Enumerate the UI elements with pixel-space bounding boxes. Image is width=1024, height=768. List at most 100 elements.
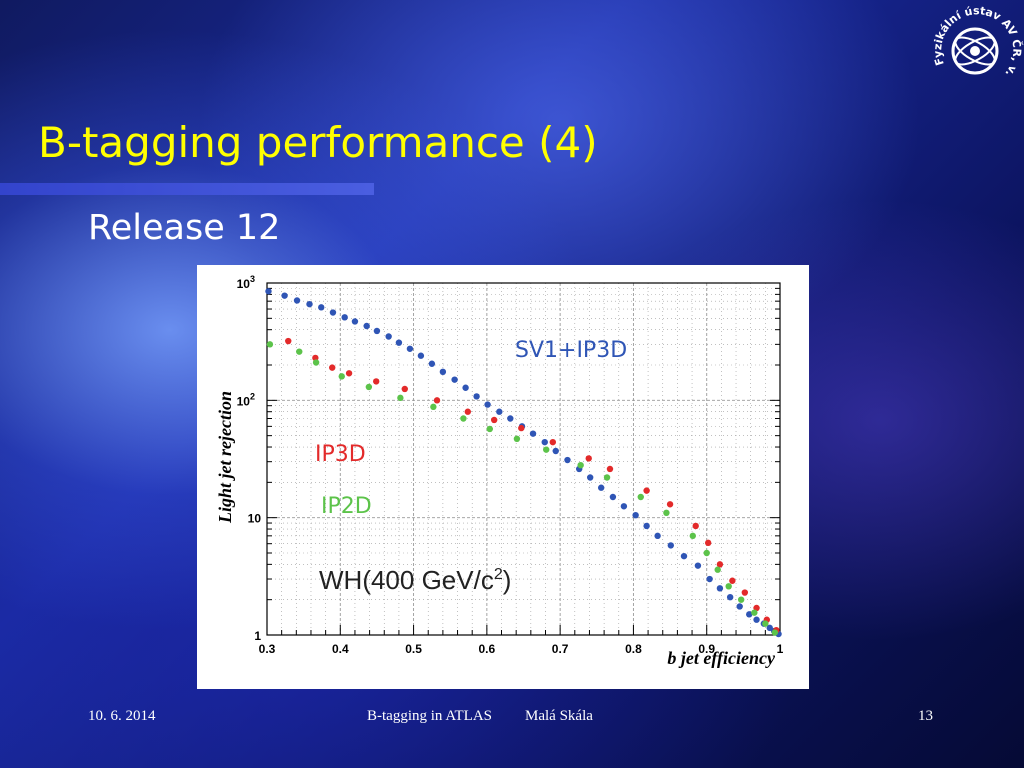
y-tick-label: 102 <box>237 391 255 408</box>
point-sv1-ip3d <box>451 376 458 383</box>
point-ip3d <box>372 378 380 385</box>
point-ip2d <box>751 609 758 616</box>
y-tick-label: 10 <box>248 512 262 526</box>
slide-subtitle: Release 12 <box>88 208 281 248</box>
point-sv1-ip3d <box>406 345 414 352</box>
point-ip2d <box>637 493 644 501</box>
point-sv1-ip3d <box>736 603 743 610</box>
point-ip2d <box>762 620 769 627</box>
point-ip2d <box>577 462 584 469</box>
y-axis-label: Light jet rejection <box>215 391 235 524</box>
point-ip2d <box>725 583 732 590</box>
footer-talk-title: B-tagging in ATLAS <box>367 708 493 724</box>
point-ip2d <box>603 474 611 481</box>
point-sv1-ip3d <box>597 484 605 491</box>
chart-legend: SV1+IP3D IP3D IP2D <box>315 338 627 519</box>
point-sv1-ip3d <box>306 300 313 308</box>
point-ip3d <box>716 561 724 568</box>
point-sv1-ip3d <box>395 339 403 346</box>
point-ip2d <box>338 373 345 380</box>
x-tick-label: 1 <box>777 642 784 656</box>
point-sv1-ip3d <box>341 314 348 321</box>
legend-sv1-ip3d: SV1+IP3D <box>515 338 627 363</box>
point-ip2d <box>397 394 404 402</box>
rejection-vs-efficiency-chart: 0.3 0.4 0.5 0.6 0.7 0.8 0.9 1 1 10 102 103 SV1+IP3D… <box>215 274 784 668</box>
point-ip3d <box>692 522 699 530</box>
institute-logo: Fyzikální ústav AV ČR, v.v.i. <box>926 2 1023 79</box>
point-sv1-ip3d <box>265 288 272 295</box>
point-sv1-ip3d <box>473 393 480 400</box>
point-sv1-ip3d <box>529 430 537 437</box>
point-ip2d <box>703 549 710 557</box>
point-sv1-ip3d <box>632 511 639 519</box>
point-ip3d <box>549 438 557 446</box>
point-sv1-ip3d <box>766 624 773 632</box>
point-sv1-ip3d <box>428 360 436 367</box>
point-sv1-ip3d <box>654 532 661 540</box>
chart-points <box>265 288 782 638</box>
point-ip3d <box>741 589 749 596</box>
point-ip2d <box>266 341 274 348</box>
point-ip3d <box>329 364 336 371</box>
plot-frame <box>266 282 781 636</box>
point-ip3d <box>666 501 674 508</box>
point-ip3d <box>643 487 650 494</box>
point-ip2d <box>296 348 303 355</box>
point-ip3d <box>285 337 292 345</box>
point-sv1-ip3d <box>552 447 559 455</box>
legend-ip3d: IP3D <box>315 442 366 467</box>
point-ip3d <box>401 385 408 393</box>
point-sv1-ip3d <box>484 401 491 408</box>
point-sv1-ip3d <box>706 575 713 583</box>
point-ip2d <box>460 415 467 422</box>
point-ip3d <box>729 577 736 584</box>
point-sv1-ip3d <box>694 562 702 569</box>
x-axis-label: b jet efficiency <box>667 648 776 668</box>
point-sv1-ip3d <box>753 616 760 623</box>
x-tick-label: 0.7 <box>552 642 569 656</box>
x-tick-label: 0.6 <box>479 642 496 656</box>
x-tick-label: 0.5 <box>405 642 422 656</box>
point-ip2d <box>663 509 670 517</box>
point-ip3d <box>345 370 353 377</box>
point-sv1-ip3d <box>746 611 753 618</box>
footer-page-number: 13 <box>918 708 933 724</box>
point-sv1-ip3d <box>329 309 337 316</box>
point-ip2d <box>365 383 373 391</box>
x-tick-label: 0.3 <box>259 642 276 656</box>
point-sv1-ip3d <box>716 585 724 592</box>
point-ip2d <box>689 532 696 540</box>
point-sv1-ip3d <box>439 368 447 376</box>
x-tick-label: 0.4 <box>332 642 349 656</box>
point-sv1-ip3d <box>620 503 628 510</box>
x-tick-label: 0.8 <box>625 642 642 656</box>
point-sv1-ip3d <box>373 327 381 335</box>
slide-title: B-tagging performance (4) <box>38 118 598 167</box>
point-sv1-ip3d <box>385 333 392 340</box>
point-sv1-ip3d <box>667 542 675 549</box>
point-sv1-ip3d <box>293 297 301 304</box>
legend-ip2d: IP2D <box>321 494 372 519</box>
point-sv1-ip3d <box>643 522 650 530</box>
chart-tick-labels: 0.3 0.4 0.5 0.6 0.7 0.8 0.9 1 1 10 102 103 <box>237 274 784 656</box>
point-sv1-ip3d <box>564 456 571 464</box>
point-ip2d <box>737 596 745 603</box>
point-sv1-ip3d <box>417 352 425 359</box>
chart-grid <box>266 283 781 636</box>
title-underline-bar <box>0 183 374 195</box>
point-ip3d <box>490 416 498 424</box>
point-ip2d <box>486 425 493 433</box>
point-ip3d <box>433 397 441 404</box>
point-sv1-ip3d <box>541 438 548 446</box>
point-ip3d <box>464 408 472 415</box>
footer-date: 10. 6. 2014 <box>88 708 156 724</box>
point-ip3d <box>606 465 614 473</box>
point-sv1-ip3d <box>318 304 325 311</box>
footer-center: B-tagging in ATLAS Malá Skála <box>367 708 593 725</box>
point-sv1-ip3d <box>496 408 503 415</box>
point-sv1-ip3d <box>507 415 514 422</box>
x-tick-label: 0.9 <box>698 642 715 656</box>
point-ip2d <box>430 403 437 411</box>
point-sv1-ip3d <box>281 292 288 299</box>
point-sv1-ip3d <box>363 322 370 330</box>
